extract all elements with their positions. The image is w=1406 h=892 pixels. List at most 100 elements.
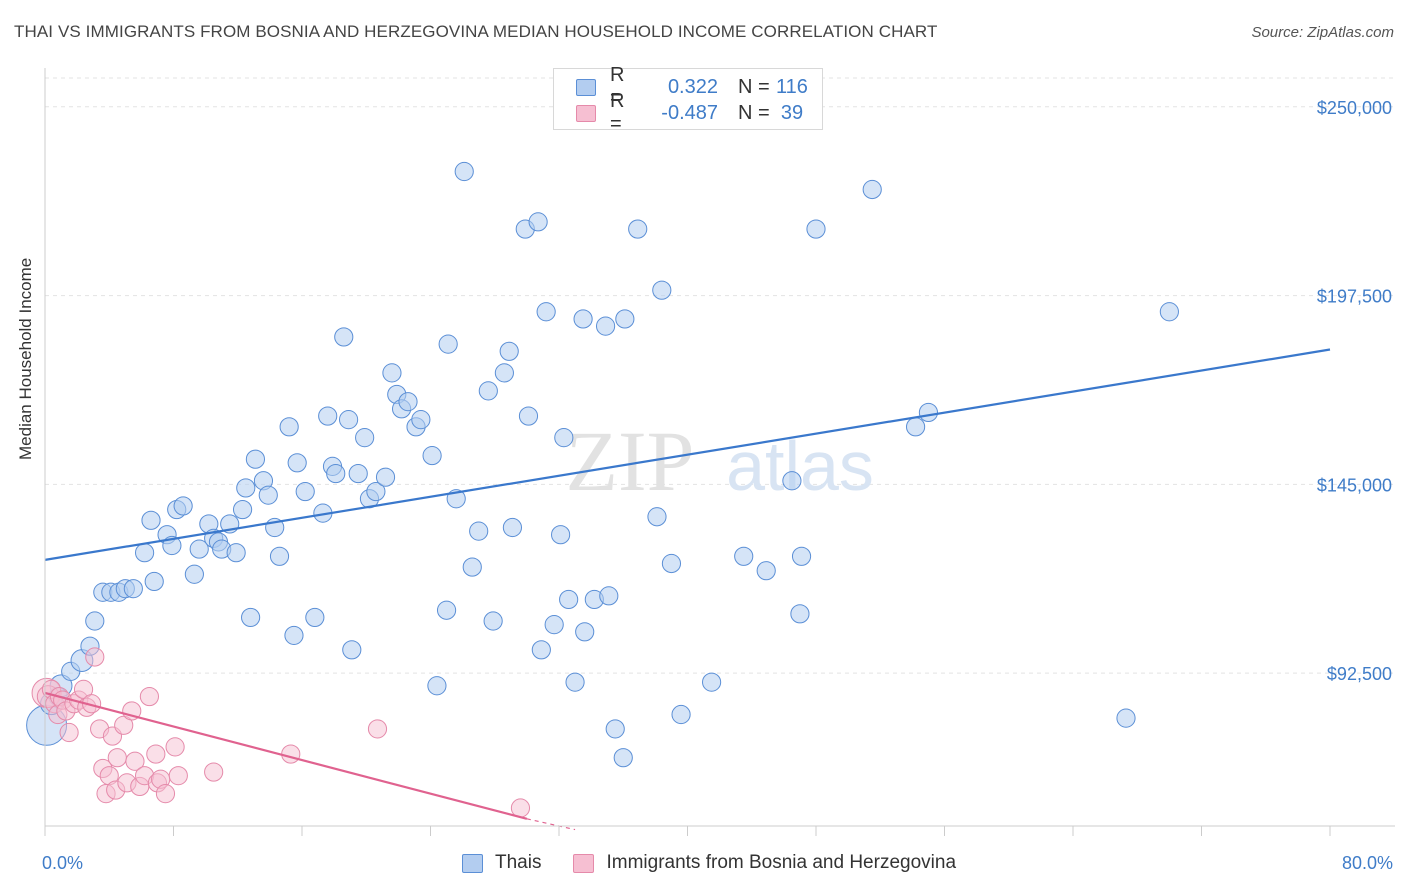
thai-point (613, 748, 633, 768)
y-tick-label: $92,500 (1327, 664, 1392, 684)
thai-point (478, 381, 498, 401)
thai-point (184, 564, 204, 584)
thai-point (305, 607, 325, 628)
thai-point (862, 179, 882, 200)
bosnia-point (114, 715, 134, 735)
thai-point (573, 309, 593, 329)
legend-label-thais: Thais (495, 852, 542, 873)
thai-point (791, 546, 812, 566)
thai-point (565, 672, 585, 692)
bosnia-point (146, 744, 166, 764)
bosnia-point (367, 719, 388, 739)
thai-point (287, 453, 307, 473)
y-tick-label: $197,500 (1317, 287, 1392, 307)
thai-point (528, 212, 548, 232)
bosnia-point (155, 784, 176, 804)
thai-point (469, 521, 489, 541)
thai-point (502, 517, 523, 538)
tick-labels: $92,500 $145,000 $197,500 $250,000 0.0% 80.0% (42, 98, 1393, 873)
bosnia-swatch (576, 104, 596, 122)
n-value: 116 (776, 75, 808, 98)
thai-point (422, 446, 442, 466)
thai-point (295, 481, 315, 502)
thai-swatch (462, 853, 483, 873)
stats-row-thai: R = 0.322 N = 116 (576, 64, 812, 109)
thai-swatch (576, 78, 596, 96)
thai-point (671, 704, 691, 725)
grid-lines (45, 77, 1395, 674)
thai-point (454, 161, 474, 182)
thai-point (85, 611, 105, 631)
axes (44, 68, 1395, 836)
thai-point (518, 406, 539, 426)
y-tick-label: $145,000 (1317, 475, 1392, 495)
thai-point (348, 463, 368, 484)
y-axis-label: Median Household Income (16, 257, 35, 460)
thai-point (226, 543, 246, 563)
bosnia-swatch (573, 853, 595, 873)
legend-item-bosnia[interactable]: Immigrants from Bosnia and Herzegovina (573, 852, 956, 874)
bosnia-points (31, 647, 531, 818)
thai-point (134, 543, 155, 563)
x-tick-label-min: 0.0% (42, 853, 83, 873)
y-tick-label: $250,000 (1317, 98, 1392, 118)
thai-point (544, 615, 564, 635)
x-tick-label-max: 80.0% (1342, 853, 1393, 873)
legend-item-thais[interactable]: Thais (462, 852, 541, 874)
thai-point (652, 280, 672, 300)
thai-point (661, 553, 682, 574)
thai-point (436, 600, 457, 620)
thai-point (734, 546, 754, 566)
thai-point (411, 410, 431, 430)
thai-point (342, 640, 362, 660)
watermark: ZIP atlas (566, 413, 874, 509)
thai-point (536, 302, 556, 322)
series-legend: Thais Immigrants from Bosnia and Herzego… (462, 852, 988, 874)
thai-point (398, 392, 418, 412)
thai-point (790, 604, 810, 624)
thai-point (575, 622, 595, 642)
thai-point (173, 496, 193, 516)
bosnia-point (107, 748, 127, 768)
thai-point (599, 586, 619, 606)
source-label: Source: ZipAtlas.com (1251, 24, 1394, 41)
thai-point (269, 546, 290, 566)
watermark-atlas: atlas (726, 427, 874, 505)
thai-point (559, 589, 579, 610)
stats-legend: R = 0.322 N = 116 R = -0.487 N = 39 (553, 64, 823, 135)
thai-point (647, 507, 667, 527)
bosnia-point (281, 744, 301, 764)
thai-point (1116, 708, 1136, 728)
r-label: R = (610, 64, 625, 109)
thai-trend-line (44, 348, 1331, 561)
thai-point (554, 428, 574, 448)
thai-point (499, 341, 519, 361)
bosnia-point (165, 737, 185, 757)
thai-point (427, 676, 447, 696)
n-label: N = (738, 101, 770, 124)
thai-point (241, 607, 261, 628)
bosnia-point (59, 722, 79, 743)
bosnia-point (125, 751, 145, 771)
thai-point (462, 557, 482, 577)
thai-point (355, 428, 375, 448)
thai-point (366, 481, 386, 502)
trend-lines (44, 348, 1331, 831)
thai-point (918, 402, 939, 423)
thai-point (628, 219, 648, 239)
thai-point (1159, 302, 1179, 322)
thai-point (123, 579, 143, 599)
thai-point (806, 219, 826, 239)
thai-point (334, 327, 354, 347)
thai-point (605, 719, 625, 739)
chart-title: THAI VS IMMIGRANTS FROM BOSNIA AND HERZE… (14, 22, 938, 41)
bosnia-trend-line (44, 691, 528, 820)
thai-point (494, 363, 514, 383)
thai-point (232, 499, 253, 520)
thai-point (483, 611, 503, 631)
n-label: N = (738, 75, 770, 98)
thai-point (338, 410, 359, 430)
thai-point (189, 539, 209, 559)
r-value: -0.487 (661, 101, 718, 124)
